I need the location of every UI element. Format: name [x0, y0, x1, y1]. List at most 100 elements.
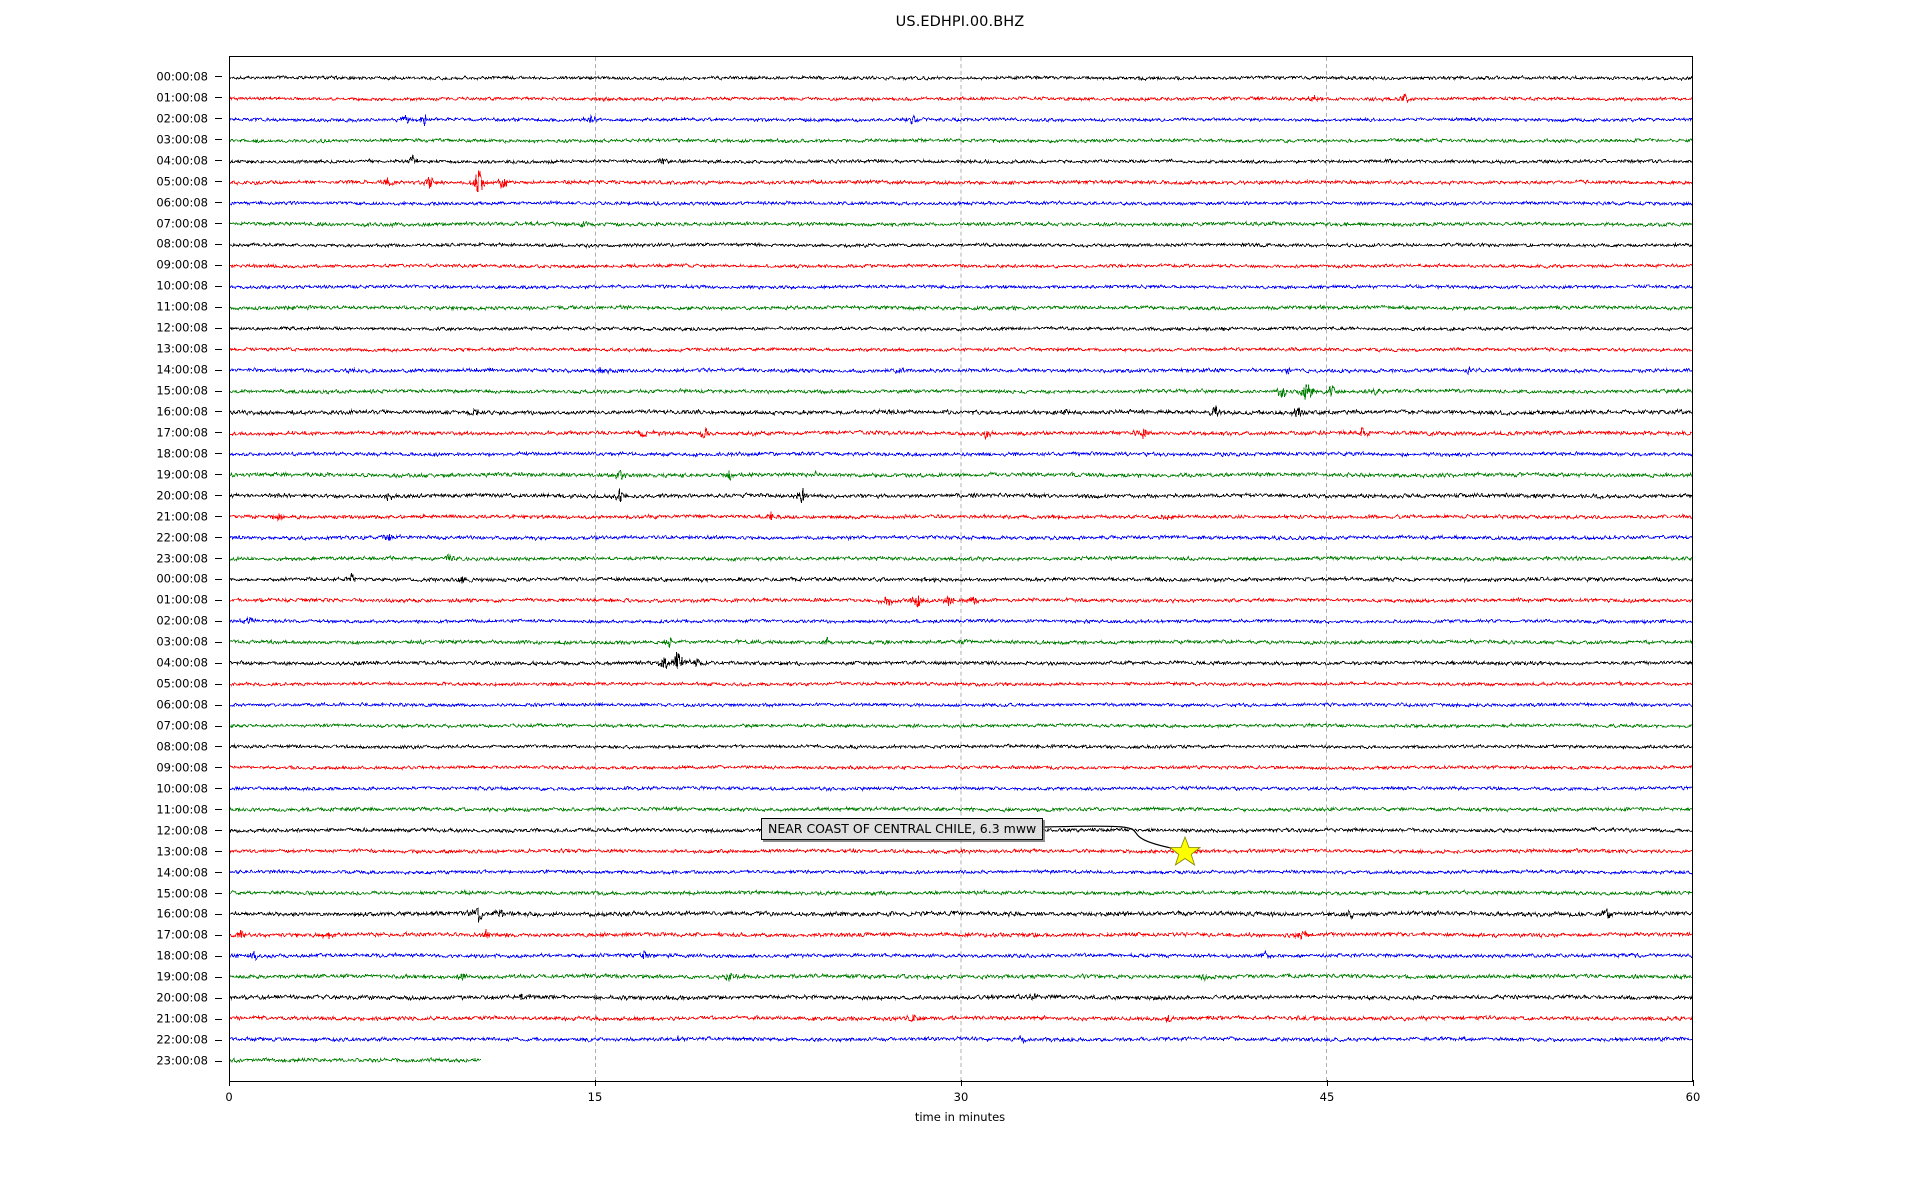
trace-line — [230, 283, 1692, 291]
trace-line — [230, 928, 1692, 940]
trace-line — [230, 805, 1692, 813]
plot-area — [229, 56, 1693, 1082]
trace-line — [230, 533, 1692, 542]
trace-line — [230, 93, 1692, 104]
y-tick-label: 13:00:08 — [156, 341, 208, 356]
trace-line — [230, 743, 1692, 750]
x-axis-title: time in minutes — [914, 1110, 1006, 1124]
trace-line — [230, 1013, 1692, 1023]
trace-line — [230, 154, 1692, 165]
y-tick-label: 01:00:08 — [156, 90, 208, 105]
y-tick-label: 17:00:08 — [156, 927, 208, 942]
y-tick-label: 09:00:08 — [156, 760, 208, 775]
trace-line — [230, 241, 1692, 249]
y-tick-label: 10:00:08 — [156, 781, 208, 796]
y-tick-mark — [215, 558, 222, 560]
x-tick-label: 0 — [225, 1090, 233, 1104]
y-tick-mark — [215, 264, 222, 266]
y-tick-label: 05:00:08 — [156, 676, 208, 691]
trace-line — [230, 426, 1692, 440]
y-tick-label: 11:00:08 — [156, 802, 208, 817]
y-tick-label: 05:00:08 — [156, 173, 208, 188]
trace-line — [230, 488, 1692, 504]
trace-line — [230, 868, 1692, 876]
trace-line — [230, 636, 1692, 648]
y-tick-mark — [215, 432, 222, 434]
trace-line — [230, 113, 1692, 127]
y-tick-mark — [215, 704, 222, 706]
grid-lines — [595, 57, 1327, 1081]
trace-line — [230, 1034, 1692, 1045]
y-tick-label: 06:00:08 — [156, 697, 208, 712]
trace-line — [230, 595, 1692, 608]
x-tick-mark — [961, 1080, 962, 1086]
x-tick-mark — [1327, 1080, 1328, 1086]
y-tick-mark — [215, 662, 222, 664]
y-tick-mark — [215, 474, 222, 476]
y-tick-mark — [215, 516, 222, 518]
y-tick-label: 16:00:08 — [156, 906, 208, 921]
y-tick-mark — [215, 955, 222, 957]
y-tick-mark — [215, 1018, 222, 1020]
y-tick-label: 19:00:08 — [156, 467, 208, 482]
y-tick-mark — [215, 788, 222, 790]
y-tick-mark — [215, 725, 222, 727]
y-tick-label: 19:00:08 — [156, 969, 208, 984]
y-tick-label: 22:00:08 — [156, 529, 208, 544]
x-axis-labels: 0 15 30 45 60 — [0, 1080, 1920, 1110]
y-tick-mark — [215, 599, 222, 601]
y-tick-mark — [215, 913, 222, 915]
trace-line — [230, 889, 1692, 897]
y-tick-label: 06:00:08 — [156, 194, 208, 209]
y-tick-label: 13:00:08 — [156, 843, 208, 858]
y-tick-label: 23:00:08 — [156, 550, 208, 565]
y-tick-label: 20:00:08 — [156, 487, 208, 502]
y-tick-mark — [215, 202, 222, 204]
y-tick-label: 17:00:08 — [156, 425, 208, 440]
trace-line — [230, 170, 1692, 193]
y-tick-mark — [215, 1039, 222, 1041]
trace-line — [230, 701, 1692, 709]
y-tick-label: 08:00:08 — [156, 739, 208, 754]
y-tick-mark — [215, 97, 222, 99]
event-annotation-label: NEAR COAST OF CENTRAL CHILE, 6.3 mww — [761, 818, 1044, 840]
x-tick-label: 15 — [587, 1090, 603, 1104]
waveform-traces — [230, 74, 1692, 1064]
y-tick-mark — [215, 641, 222, 643]
x-tick-label: 30 — [953, 1090, 969, 1104]
trace-line — [230, 785, 1692, 792]
y-tick-mark — [215, 997, 222, 999]
y-tick-mark — [215, 348, 222, 350]
y-tick-mark — [215, 537, 222, 539]
y-tick-mark — [215, 118, 222, 120]
trace-line — [230, 200, 1692, 207]
y-tick-mark — [215, 327, 222, 329]
trace-line — [230, 553, 1692, 562]
y-tick-label: 22:00:08 — [156, 1032, 208, 1047]
y-tick-mark — [215, 809, 222, 811]
x-tick-mark — [229, 1080, 230, 1086]
trace-line — [230, 992, 1692, 1002]
trace-line — [230, 346, 1692, 353]
x-tick-mark — [595, 1080, 596, 1086]
y-tick-mark — [215, 830, 222, 832]
trace-line — [230, 764, 1692, 771]
y-tick-mark — [215, 181, 222, 183]
y-tick-label: 11:00:08 — [156, 299, 208, 314]
y-tick-mark — [215, 285, 222, 287]
y-tick-label: 00:00:08 — [156, 571, 208, 586]
trace-line — [230, 1056, 482, 1064]
y-tick-mark — [215, 76, 222, 78]
y-tick-mark — [215, 578, 222, 580]
y-tick-label: 03:00:08 — [156, 132, 208, 146]
trace-line — [230, 450, 1692, 458]
page-title: US.EDHPI.00.BHZ — [895, 14, 1025, 30]
y-tick-mark — [215, 620, 222, 622]
y-tick-mark — [215, 746, 222, 748]
y-tick-mark — [215, 306, 222, 308]
y-axis-labels: 00:00:08 01:00:08 02:00:08 03:00:08 04:00:08… — [0, 56, 222, 1082]
trace-line — [230, 220, 1692, 228]
trace-line — [230, 365, 1692, 376]
y-tick-mark — [215, 390, 222, 392]
y-tick-label: 02:00:08 — [156, 111, 208, 126]
